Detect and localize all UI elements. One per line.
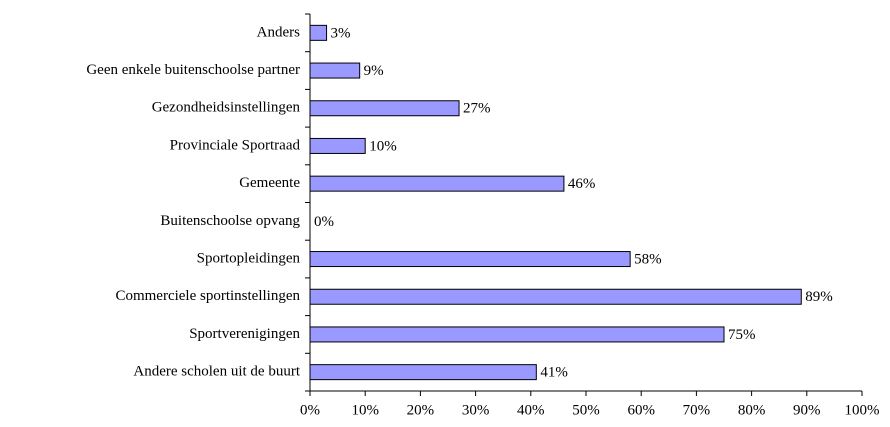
y-tick-label: Sportopleidingen: [197, 250, 301, 266]
y-tick-label: Sportverenigingen: [189, 326, 300, 342]
value-label: 3%: [331, 25, 351, 41]
x-tick-label: 60%: [627, 402, 655, 418]
x-tick-label: 90%: [793, 402, 821, 418]
bar: [309, 364, 537, 381]
value-label: 10%: [369, 138, 397, 154]
x-tick-label: 70%: [683, 402, 711, 418]
bar: [309, 288, 802, 305]
x-tick-label: 20%: [407, 402, 435, 418]
x-tick-label: 40%: [517, 402, 545, 418]
value-label: 58%: [634, 251, 662, 267]
value-label: 9%: [364, 63, 384, 79]
value-label: 46%: [568, 176, 596, 192]
y-tick-label: Gezondheidsinstellingen: [152, 100, 301, 116]
value-label: 27%: [463, 101, 491, 117]
bar: [309, 251, 631, 268]
x-tick-label: 50%: [572, 402, 600, 418]
value-label: 0%: [314, 214, 334, 230]
x-tick-label: 10%: [351, 402, 379, 418]
value-label: 75%: [728, 327, 756, 343]
y-tick-label: Gemeente: [239, 175, 300, 191]
bar: [309, 326, 725, 343]
x-tick-label: 0%: [300, 402, 320, 418]
bar: [309, 24, 328, 41]
bar: [309, 175, 565, 192]
x-tick-label: 80%: [738, 402, 766, 418]
bar: [309, 100, 460, 117]
x-tick-label: 30%: [462, 402, 490, 418]
bar: [309, 137, 366, 154]
y-tick-label: Commerciele sportinstellingen: [115, 288, 300, 304]
value-label: 41%: [540, 365, 568, 381]
x-tick-label: 100%: [845, 402, 880, 418]
bar: [309, 62, 361, 79]
y-tick-label: Provinciale Sportraad: [170, 137, 301, 153]
y-tick-label: Geen enkele buitenschoolse partner: [86, 62, 300, 78]
y-tick-label: Buitenschoolse opvang: [160, 213, 300, 229]
y-tick-label: Andere scholen uit de buurt: [133, 364, 300, 380]
value-label: 89%: [805, 289, 833, 305]
y-tick-label: Anders: [257, 24, 300, 40]
